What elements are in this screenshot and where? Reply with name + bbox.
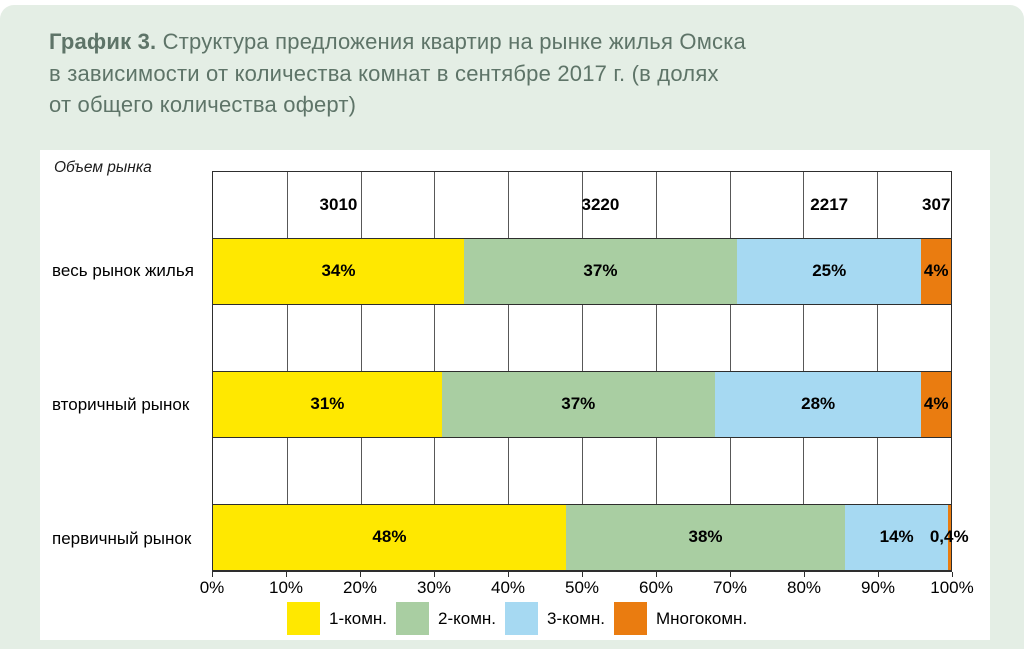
legend-item: 3-комн. — [505, 602, 605, 635]
axis-tick — [508, 572, 509, 577]
bar-segment: 37% — [463, 238, 737, 304]
segment-label: 4% — [923, 261, 949, 281]
legend-label: 2-комн. — [438, 608, 496, 628]
count-label: 307 — [922, 194, 951, 214]
x-axis-label: 10% — [268, 578, 304, 597]
chart-title-line2: в зависимости от количества комнат в сен… — [49, 60, 719, 86]
stacked-bar: 48% 38% 14% 0,4% — [213, 503, 969, 571]
bar-segment: 34% — [213, 238, 464, 304]
legend: 1-комн. 2-комн. 3-комн. Многокомн. — [287, 602, 747, 635]
bar-segment: 31% — [213, 371, 442, 437]
bar-segment: 25% — [736, 238, 922, 304]
chart-card: Объем рынка 3010 3220 2217 307 34% 37% 25% 4% 31… — [40, 150, 990, 640]
count-label: 2217 — [810, 194, 849, 214]
plot-area: 3010 3220 2217 307 34% 37% 25% 4% 31% 37% 28% 4% 48%… — [212, 171, 969, 572]
bar-segment: 38% — [565, 504, 846, 570]
chart-title-line3: от общего количества оферт) — [49, 92, 357, 117]
axis-tick — [286, 572, 287, 577]
x-axis-label: 70% — [712, 578, 748, 597]
bar-segment: 4% — [921, 238, 951, 304]
segment-label: 0,4% — [929, 527, 969, 547]
bar-gap — [213, 305, 951, 371]
axis-corner-label: Объем рынка — [54, 159, 152, 176]
count-label: 3220 — [581, 194, 620, 214]
bar-gap — [213, 438, 951, 504]
legend-label: Многокомн. — [656, 608, 748, 628]
axis-tick — [212, 572, 213, 577]
segment-label: 4% — [923, 394, 949, 414]
category-label: вторичный рынок — [52, 395, 190, 414]
x-axis-label: 30% — [416, 578, 452, 597]
axis-tick — [878, 572, 879, 577]
chart-title-line1: График 3. Структура предложения квартир … — [49, 26, 979, 58]
legend-label: 1-комн. — [329, 608, 387, 628]
bar-segment: 48% — [213, 504, 566, 570]
bar-segment: 4% — [921, 371, 951, 437]
segment-label: 48% — [372, 527, 407, 547]
legend-swatch — [505, 602, 538, 635]
x-axis-label: 80% — [786, 578, 822, 597]
x-axis-label: 60% — [638, 578, 674, 597]
segment-label: 38% — [688, 527, 723, 547]
legend-swatch — [396, 602, 429, 635]
segment-label: 34% — [321, 261, 356, 281]
stacked-bar: 31% 37% 28% 4% — [213, 370, 951, 438]
legend-swatch — [614, 602, 647, 635]
axis-tick — [434, 572, 435, 577]
segment-label: 14% — [879, 527, 914, 547]
axis-tick — [952, 572, 953, 577]
axis-tick — [360, 572, 361, 577]
segment-label: 31% — [310, 394, 345, 414]
legend-item: Многокомн. — [614, 602, 747, 635]
legend-swatch — [287, 602, 320, 635]
chart-title-number: График 3. — [49, 29, 157, 54]
chart-row: 31% 37% 28% 4% — [213, 305, 951, 438]
bar-segment: 28% — [714, 371, 922, 437]
x-axis-label: 20% — [342, 578, 378, 597]
chart-title-line1-text: Структура предложения квартир на рынке ж… — [162, 29, 746, 54]
chart-title: График 3. Структура предложения квартир … — [49, 26, 979, 121]
legend-item: 2-комн. — [396, 602, 496, 635]
stacked-bar: 34% 37% 25% 4% — [213, 237, 951, 305]
x-axis-label: 90% — [860, 578, 896, 597]
segment-label: 28% — [801, 394, 836, 414]
bar-gap: 3010 3220 2217 307 — [213, 172, 951, 238]
chart-row: 48% 38% 14% 0,4% — [213, 438, 969, 571]
count-label: 3010 — [319, 194, 358, 214]
x-axis-label: 40% — [490, 578, 526, 597]
axis-tick — [656, 572, 657, 577]
category-label: первичный рынок — [52, 529, 192, 548]
bar-segment: 37% — [441, 371, 715, 437]
segment-label: 37% — [583, 261, 618, 281]
legend-item: 1-комн. — [287, 602, 387, 635]
bar-segment — [948, 504, 951, 570]
category-label: весь рынок жилья — [52, 261, 194, 280]
axis-tick — [582, 572, 583, 577]
bar-segment: 14% — [845, 504, 949, 570]
segment-label: 25% — [812, 261, 847, 281]
x-axis-label: 100% — [930, 578, 974, 597]
x-axis-label: 0% — [199, 578, 225, 597]
x-axis-label: 50% — [564, 578, 600, 597]
axis-tick — [730, 572, 731, 577]
segment-label: 37% — [561, 394, 596, 414]
chart-row: 3010 3220 2217 307 34% 37% 25% 4% — [213, 172, 951, 305]
axis-tick — [804, 572, 805, 577]
legend-label: 3-комн. — [547, 608, 605, 628]
